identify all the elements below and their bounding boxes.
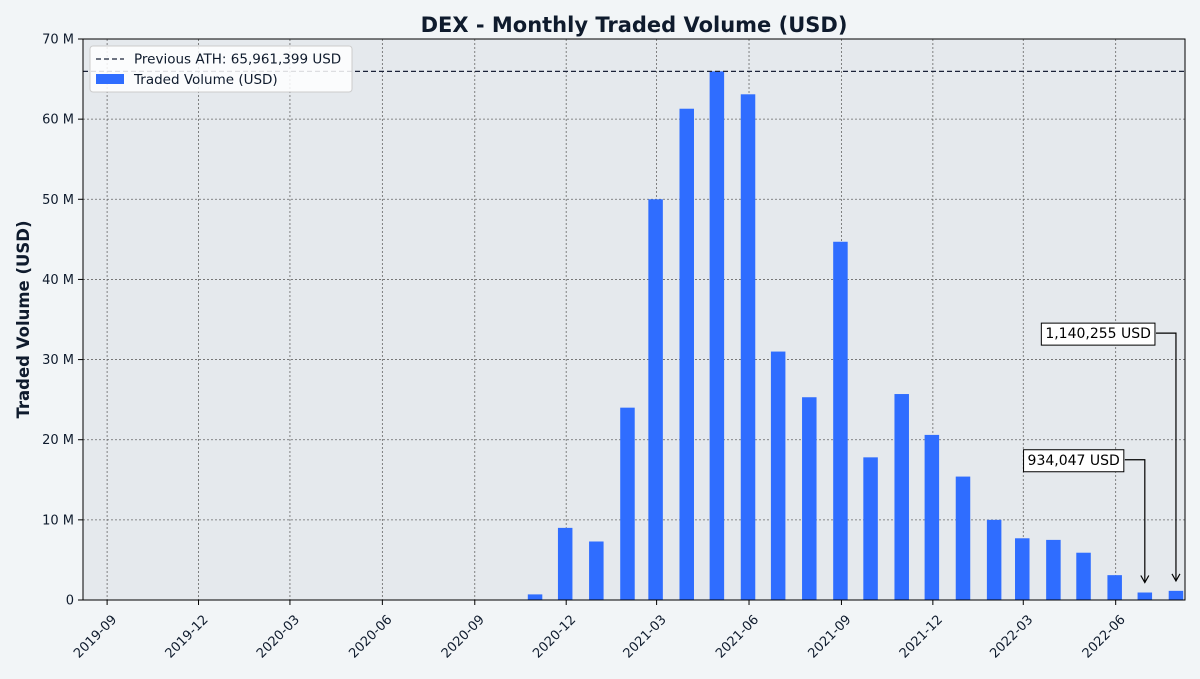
annotation: 934,047 USD: [1023, 449, 1150, 584]
y-tick-label: 50 M: [42, 193, 74, 208]
bar: [740, 94, 756, 600]
annotation-box: [1023, 449, 1125, 473]
bar: [770, 351, 786, 600]
bar: [986, 519, 1002, 600]
bar: [648, 199, 663, 601]
annotation-box: [1040, 322, 1156, 346]
plot-frame: [82, 38, 1186, 601]
legend: Previous ATH: 65,961,399 USD Traded Volu…: [89, 45, 353, 93]
annotation-label: 934,047 USD: [1028, 453, 1120, 469]
y-axis-label: Traded Volume (USD): [14, 220, 33, 418]
annotation-arrow: [1124, 459, 1150, 584]
bars: [527, 71, 1184, 601]
bar: [709, 71, 725, 600]
legend-label-volume: Traded Volume (USD): [133, 72, 278, 88]
y-tick-label: 40 M: [42, 273, 74, 288]
bar: [1168, 590, 1184, 600]
y-tick-label: 0: [66, 594, 74, 609]
chart-title: DEX - Monthly Traded Volume (USD): [421, 13, 848, 37]
y-tick-label: 70 M: [42, 33, 74, 48]
y-tick-label: 60 M: [42, 113, 74, 128]
y-tick-label: 10 M: [42, 513, 74, 528]
bar: [1015, 538, 1030, 600]
legend-label-ath: Previous ATH: 65,961,399 USD: [134, 52, 341, 68]
bar: [955, 476, 971, 600]
bar: [557, 527, 573, 600]
y-axis-ticks: 0 10 M 20 M 30 M 40 M 50 M 60 M 70 M: [42, 33, 83, 609]
y-tick-label: 20 M: [42, 433, 74, 448]
bar: [1137, 592, 1153, 600]
y-tick-label: 30 M: [42, 353, 74, 368]
annotations: 934,047 USD 1,140,255 USD: [1023, 322, 1181, 584]
annotation-arrow: [1155, 332, 1181, 583]
bar: [679, 108, 694, 600]
legend-box: [89, 45, 353, 93]
bar: [894, 394, 909, 600]
bar: [833, 241, 848, 601]
bar: [589, 541, 604, 600]
annotation-label: 1,140,255 USD: [1045, 326, 1151, 342]
bar: [924, 434, 940, 600]
bar: [1076, 552, 1091, 600]
bar: [1046, 539, 1061, 600]
bar: [802, 397, 817, 600]
bar: [620, 407, 635, 600]
legend-swatch-bar: [96, 74, 124, 84]
annotation: 1,140,255 USD: [1040, 322, 1181, 583]
bar: [527, 594, 543, 600]
bar: [1107, 575, 1122, 600]
bar: [863, 457, 878, 600]
